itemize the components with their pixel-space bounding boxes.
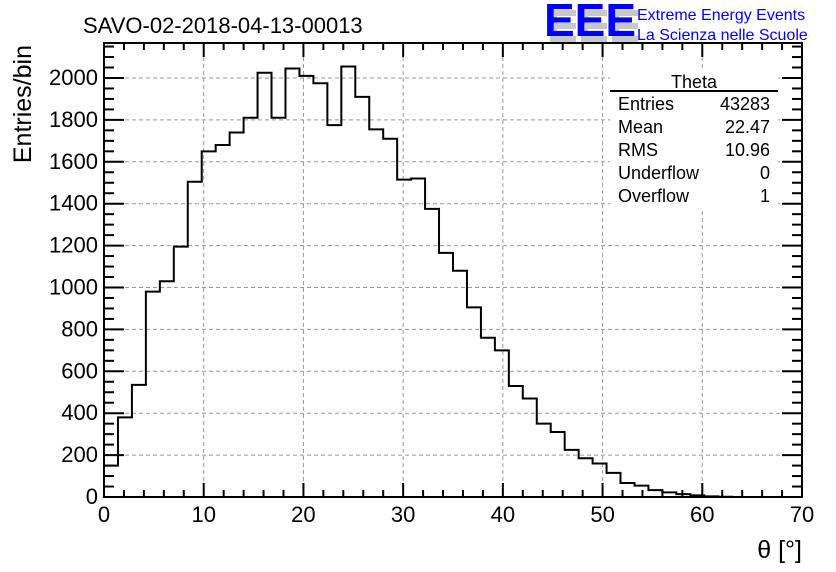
x-tick-label: 10 [191,502,215,527]
y-tick-label: 1600 [49,149,98,174]
histogram-bin [188,182,202,497]
histogram-bin [258,73,272,497]
stats-label: Overflow [618,186,690,206]
logo-shadow-bar [581,10,607,16]
histogram-bin [146,292,160,497]
stats-title: Theta [671,72,718,92]
stats-box-bg [610,70,778,210]
histogram-bin [285,69,299,497]
histogram-bin [383,139,397,497]
histogram-bin [355,97,369,497]
histogram-bin [216,145,230,497]
histogram-bin [132,385,146,497]
x-tick-label: 60 [690,502,714,527]
x-tick-label: 70 [790,502,814,527]
histogram-bin [313,83,327,497]
y-tick-label: 600 [61,358,98,383]
histogram-bin [299,76,313,497]
histogram-bin [607,473,621,497]
histogram-bin [593,463,607,497]
stats-value: 43283 [720,94,770,114]
histogram-bin [495,350,509,497]
histogram-bin [230,132,244,497]
y-axis-label: Entries/bin [9,45,37,163]
y-tick-label: 1800 [49,107,98,132]
histogram-bin [467,307,481,497]
stats-value: 22.47 [725,117,770,137]
plot-frame [103,42,803,498]
logo-shadow-bar [612,23,638,29]
y-tick-label: 2000 [49,65,98,90]
logo-shadow-bar [550,36,576,42]
histogram-bin [676,494,690,497]
histogram-bin [439,253,453,497]
y-tick-label: 200 [61,442,98,467]
logo-shadow-bar [550,10,576,16]
y-tick-label: 0 [86,484,98,509]
x-tick-label: 50 [590,502,614,527]
histogram-bin [634,486,648,497]
histogram-bin [425,209,439,497]
y-tick-label: 1000 [49,274,98,299]
logo-eee: EEE [544,0,636,46]
chart-title: SAVO-02-2018-04-13-00013 [83,13,363,38]
histogram-bin [523,399,537,497]
logo-line1: Extreme Energy Events [637,7,805,24]
stats-label: RMS [618,140,658,160]
x-axis-label: θ [°] [757,536,802,564]
x-tick-label: 20 [291,502,315,527]
y-tick-label: 1400 [49,191,98,216]
stats-value: 0 [760,163,770,183]
x-tick-label: 30 [391,502,415,527]
y-tick-labels: 0 200 400 600 800 1000 1200 1400 1600 1800 2000 [49,65,98,509]
histogram-bin [579,458,593,497]
histogram-bin [118,417,132,497]
logo-shadow-bar [612,36,638,42]
stats-label: Underflow [618,163,700,183]
histogram-bin [648,490,662,497]
y-tick-label: 800 [61,316,98,341]
histogram-bin [621,483,635,497]
histogram-bin [202,151,216,497]
histogram-bin [481,338,495,497]
histogram-bin [104,466,118,497]
stats-label: Mean [618,117,663,137]
logo-line2: La Scienza nelle Scuole [637,27,808,44]
logo-shadow [550,10,638,42]
stats-box: Theta Entries 43283 Mean 22.47 RMS 10.96 Under… [610,70,778,210]
x-tick-labels: 0 10 20 30 40 50 60 70 [98,502,814,527]
stats-value: 1 [760,186,770,206]
logo-shadow-bar [612,10,638,16]
stats-label: Entries [618,94,674,114]
histogram-bin [411,179,425,497]
logo-shadow-bar [550,23,576,29]
x-tick-label: 40 [491,502,515,527]
histogram-bin [551,432,565,497]
histogram-line [103,65,802,498]
logo-shadow-bar [581,36,607,42]
histogram-bin [397,180,411,497]
eee-logo: EEE Extreme Energy Events La Scienza nel… [544,0,808,46]
histogram-bin [160,281,174,497]
histogram-bin [537,424,551,497]
y-tick-label: 1200 [49,233,98,258]
histogram-bin [509,386,523,497]
histogram-bin [341,66,355,497]
histogram-bin [244,118,258,497]
histogram-bin [453,271,467,497]
histogram-bin [690,495,704,497]
histogram-bin [369,129,383,497]
histogram-bin [272,118,286,497]
y-tick-label: 400 [61,400,98,425]
histogram-bin [327,125,341,497]
histogram-bin [565,450,579,497]
histogram-bin [662,492,676,497]
stats-value: 10.96 [725,140,770,160]
histogram-bin [174,247,188,497]
x-tick-label: 0 [98,502,110,527]
histogram-bin [704,496,718,497]
logo-shadow-bar [581,23,607,29]
